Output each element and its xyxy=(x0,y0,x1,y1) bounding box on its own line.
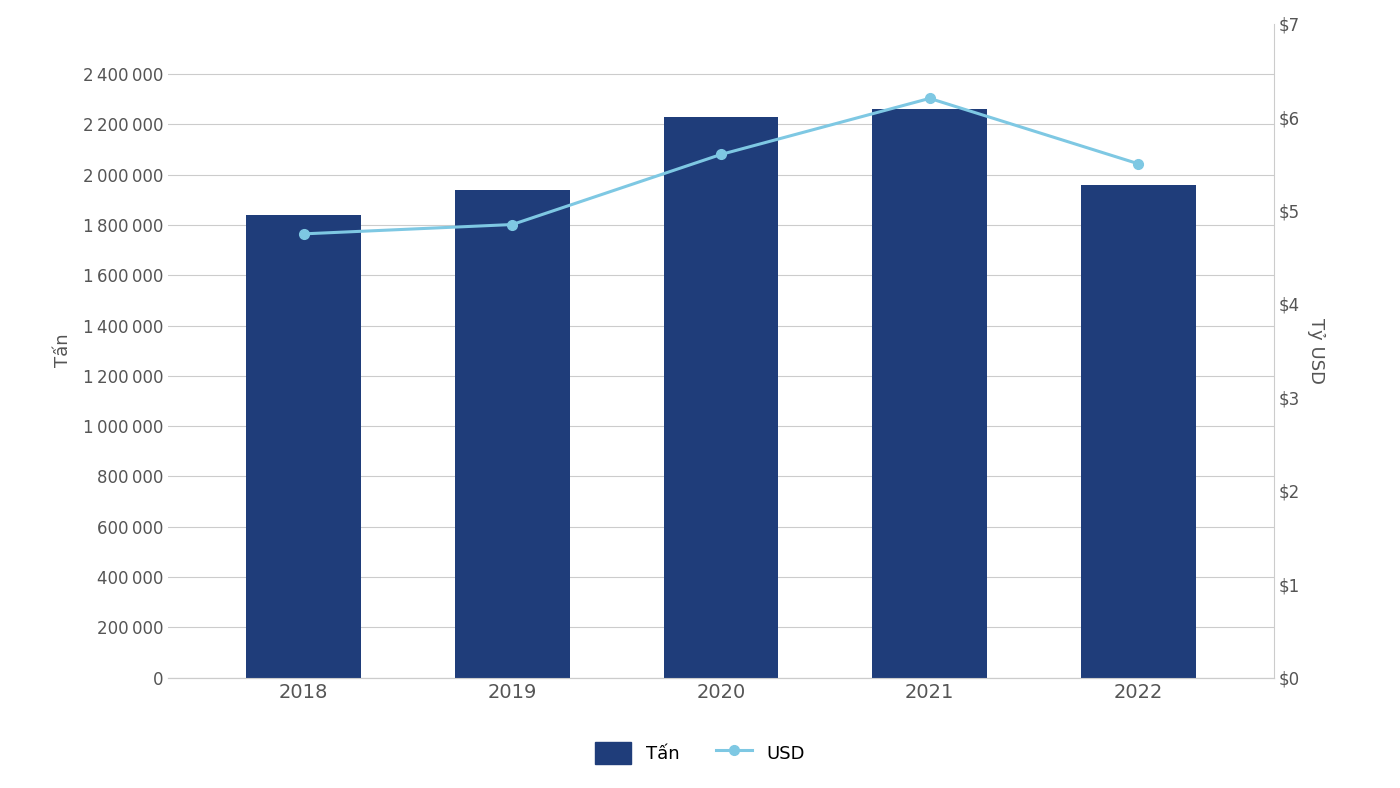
Bar xyxy=(455,190,570,678)
Bar xyxy=(1081,184,1196,678)
Bar xyxy=(664,117,778,678)
Y-axis label: Tấn: Tấn xyxy=(53,334,71,367)
Bar xyxy=(246,215,361,678)
Y-axis label: Tỷ USD: Tỷ USD xyxy=(1308,318,1326,384)
Bar xyxy=(872,110,987,678)
Legend: Tấn, USD: Tấn, USD xyxy=(588,734,812,771)
